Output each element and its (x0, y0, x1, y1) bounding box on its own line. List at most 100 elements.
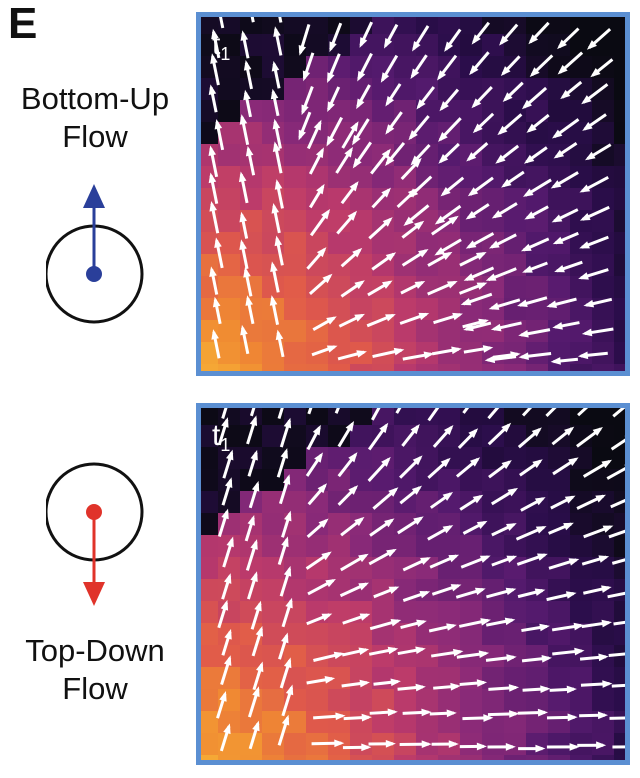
heat-cell (284, 144, 307, 167)
heat-cell (438, 535, 461, 558)
heat-cell (438, 320, 461, 343)
heat-cell (328, 188, 351, 211)
bottom-up-flow-icon (46, 176, 150, 331)
heat-cell (218, 491, 241, 514)
heat-cell (460, 601, 483, 624)
heat-cell (394, 447, 417, 470)
bottom-up-label-line2: Flow (0, 118, 190, 156)
up-arrow-icon (83, 184, 105, 208)
heat-cell (328, 342, 351, 365)
heat-cell (570, 535, 593, 558)
top-down-label: Top-Down Flow (0, 632, 190, 708)
dot-icon (86, 266, 102, 282)
heat-cell (570, 276, 593, 299)
heat-cell (592, 491, 615, 514)
heat-cell (328, 469, 351, 492)
heat-cell (592, 535, 615, 558)
heat-cell (526, 601, 549, 624)
heat-cell (526, 711, 549, 734)
heat-cell (526, 689, 549, 712)
heat-cell (284, 491, 307, 514)
dot-icon (86, 504, 102, 520)
heat-cell (350, 623, 373, 646)
heat-cell (570, 601, 593, 624)
heat-cell (570, 645, 593, 668)
heat-cell (592, 122, 615, 145)
heat-cell (482, 34, 505, 57)
heat-cell (526, 667, 549, 690)
heat-cell (438, 689, 461, 712)
heat-cell (328, 254, 351, 277)
heat-cell (460, 447, 483, 470)
heat-cell (284, 78, 307, 101)
heat-cell (218, 188, 241, 211)
heat-cell (570, 342, 593, 365)
heat-cell (372, 689, 395, 712)
heat-cell (218, 667, 241, 690)
heat-cell (306, 34, 329, 57)
heat-cell (328, 78, 351, 101)
heat-cell (328, 232, 351, 255)
heat-cell (592, 100, 615, 123)
heat-cell (350, 689, 373, 712)
heat-cell (460, 56, 483, 79)
heat-cell (284, 320, 307, 343)
heat-cell (460, 34, 483, 57)
heat-cell (482, 623, 505, 646)
heat-cell (328, 557, 351, 580)
heat-cell (548, 535, 571, 558)
heat-cell (460, 342, 483, 365)
heat-cell (394, 535, 417, 558)
heat-cell (592, 188, 615, 211)
heat-cell (482, 166, 505, 189)
heat-cell (262, 210, 285, 233)
heat-cell (548, 645, 571, 668)
heat-cell (548, 425, 571, 448)
heat-cell (240, 645, 263, 668)
heat-cell (526, 276, 549, 299)
heat-cell (504, 276, 527, 299)
heat-cell (526, 469, 549, 492)
heat-cell (372, 232, 395, 255)
heat-cell (438, 469, 461, 492)
heat-cell (328, 535, 351, 558)
flow-field-plot: t1 (196, 403, 630, 765)
heat-cell (504, 689, 527, 712)
heat-cell (284, 232, 307, 255)
heat-cell (240, 56, 263, 79)
heat-cell (416, 623, 439, 646)
heat-cell (416, 491, 439, 514)
heat-cell (306, 166, 329, 189)
heat-cell (306, 513, 329, 536)
heat-cell (218, 166, 241, 189)
heat-cell (284, 276, 307, 299)
heat-cell (262, 100, 285, 123)
heat-cell (328, 689, 351, 712)
heat-cell (394, 689, 417, 712)
bottom-up-label: Bottom-Up Flow (0, 80, 190, 156)
heat-cell (592, 78, 615, 101)
heat-cell (218, 100, 241, 123)
heat-cell (548, 100, 571, 123)
heat-cell (372, 667, 395, 690)
heat-cell (460, 667, 483, 690)
heat-cell (284, 254, 307, 277)
heat-cell (482, 579, 505, 602)
heat-cell (548, 254, 571, 277)
heat-cell (262, 469, 285, 492)
heat-cell (548, 78, 571, 101)
heat-cell (482, 425, 505, 448)
heat-cell (482, 733, 505, 756)
heat-cell (306, 623, 329, 646)
heat-cell (438, 166, 461, 189)
heat-cell (306, 298, 329, 321)
heat-cell (262, 623, 285, 646)
heat-cell (548, 188, 571, 211)
heat-cell (284, 298, 307, 321)
heat-cell (218, 78, 241, 101)
heat-cell (416, 166, 439, 189)
heat-cell (240, 342, 263, 365)
bottom-up-label-line1: Bottom-Up (0, 80, 190, 118)
heat-cell (218, 232, 241, 255)
heat-cell (438, 601, 461, 624)
